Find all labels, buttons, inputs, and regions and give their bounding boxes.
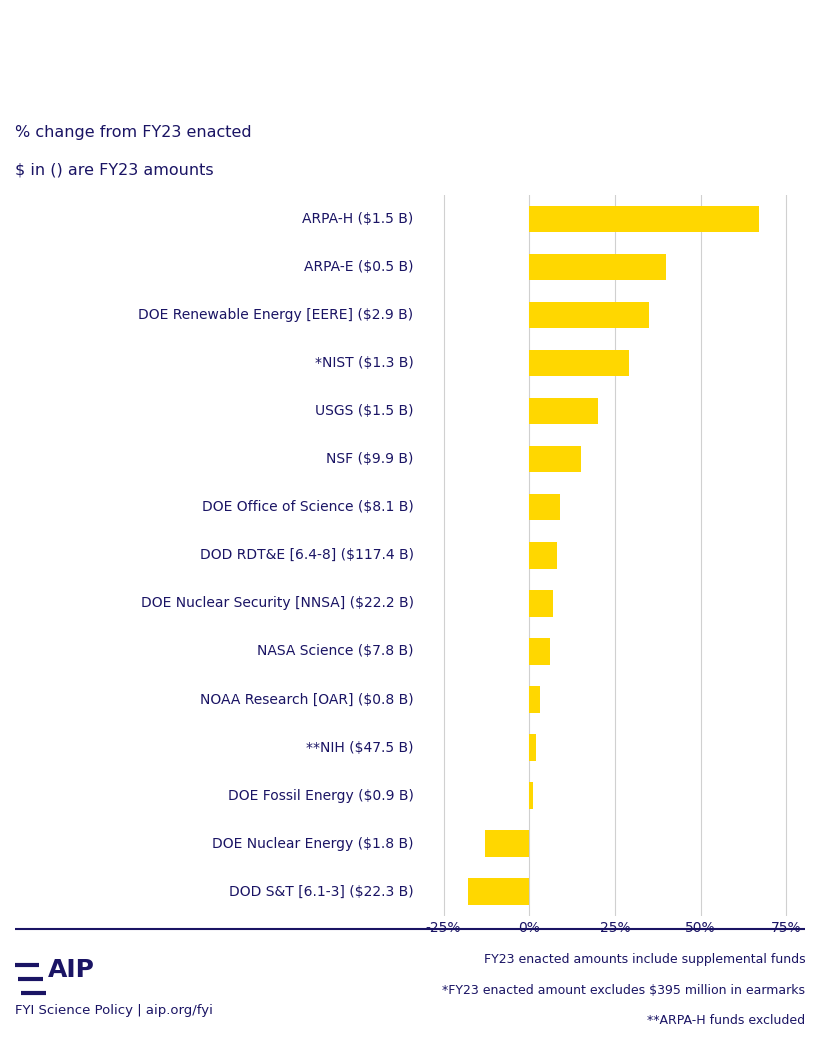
Text: DOE Office of Science ($8.1 B): DOE Office of Science ($8.1 B) bbox=[201, 500, 413, 514]
Bar bbox=[528, 446, 580, 473]
Bar bbox=[528, 302, 649, 329]
Text: DOE Fossil Energy ($0.9 B): DOE Fossil Energy ($0.9 B) bbox=[228, 788, 413, 803]
Bar bbox=[484, 831, 528, 857]
Text: FY24 Budget Request:: FY24 Budget Request: bbox=[15, 22, 434, 55]
Text: ARPA-H ($1.5 B): ARPA-H ($1.5 B) bbox=[302, 212, 413, 226]
Bar bbox=[528, 542, 556, 568]
Text: USGS ($1.5 B): USGS ($1.5 B) bbox=[314, 404, 413, 418]
Bar bbox=[528, 205, 758, 232]
Text: % change from FY23 enacted: % change from FY23 enacted bbox=[15, 125, 251, 140]
Text: $ in () are FY23 amounts: $ in () are FY23 amounts bbox=[15, 163, 213, 177]
Text: Selected Science Agencies: Selected Science Agencies bbox=[15, 71, 514, 104]
Text: NOAA Research [OAR] ($0.8 B): NOAA Research [OAR] ($0.8 B) bbox=[200, 693, 413, 706]
Bar bbox=[528, 734, 536, 761]
Text: DOE Renewable Energy [EERE] ($2.9 B): DOE Renewable Energy [EERE] ($2.9 B) bbox=[138, 308, 413, 323]
Bar bbox=[528, 590, 553, 617]
Text: **ARPA-H funds excluded: **ARPA-H funds excluded bbox=[646, 1014, 804, 1027]
Bar bbox=[528, 494, 559, 521]
Text: DOE Nuclear Security [NNSA] ($22.2 B): DOE Nuclear Security [NNSA] ($22.2 B) bbox=[140, 596, 413, 611]
Bar bbox=[528, 398, 597, 424]
Text: DOD RDT&E [6.4-8] ($117.4 B): DOD RDT&E [6.4-8] ($117.4 B) bbox=[199, 549, 413, 562]
Text: *FY23 enacted amount excludes $395 million in earmarks: *FY23 enacted amount excludes $395 milli… bbox=[441, 983, 804, 997]
Text: DOD S&T [6.1-3] ($22.3 B): DOD S&T [6.1-3] ($22.3 B) bbox=[229, 885, 413, 899]
Text: NSF ($9.9 B): NSF ($9.9 B) bbox=[326, 452, 413, 467]
Bar bbox=[528, 349, 628, 376]
Text: ARPA-E ($0.5 B): ARPA-E ($0.5 B) bbox=[304, 260, 413, 274]
Text: **NIH ($47.5 B): **NIH ($47.5 B) bbox=[305, 740, 413, 755]
Bar bbox=[467, 878, 528, 905]
Text: AIP: AIP bbox=[48, 958, 94, 982]
Bar bbox=[528, 254, 666, 280]
Text: FYI Science Policy | aip.org/fyi: FYI Science Policy | aip.org/fyi bbox=[15, 1005, 212, 1017]
Bar bbox=[528, 638, 550, 665]
Text: FY23 enacted amounts include supplemental funds: FY23 enacted amounts include supplementa… bbox=[483, 953, 804, 966]
Text: *NIST ($1.3 B): *NIST ($1.3 B) bbox=[314, 356, 413, 370]
Text: NASA Science ($7.8 B): NASA Science ($7.8 B) bbox=[257, 644, 413, 658]
Bar bbox=[528, 782, 532, 809]
Text: DOE Nuclear Energy ($1.8 B): DOE Nuclear Energy ($1.8 B) bbox=[212, 837, 413, 850]
Bar bbox=[528, 686, 539, 712]
